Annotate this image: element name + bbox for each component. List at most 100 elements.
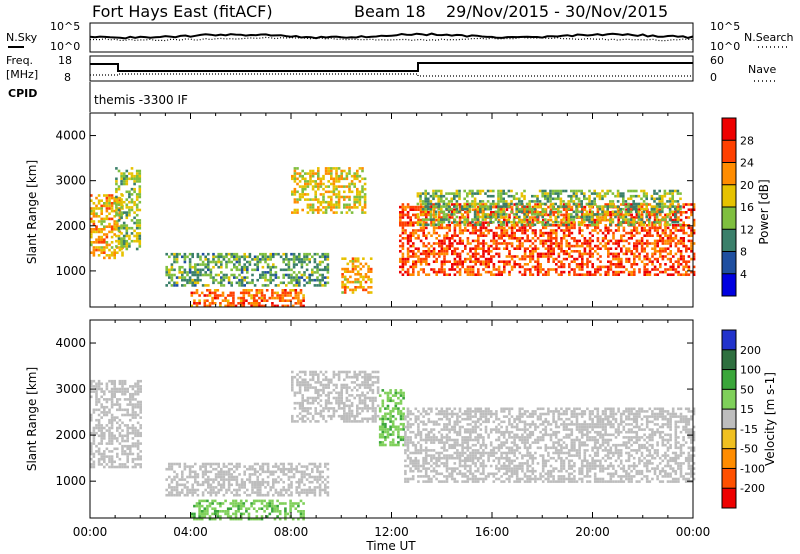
- velocity-cell: [129, 452, 132, 456]
- power-cell: [531, 205, 535, 209]
- power-cell: [335, 211, 338, 214]
- power-cell: [575, 202, 578, 206]
- power-cell: [661, 200, 664, 203]
- velocity-cell: [168, 462, 171, 466]
- power-cell: [583, 197, 586, 201]
- power-cell: [664, 270, 667, 274]
- power-cell: [638, 270, 641, 274]
- power-cell: [301, 174, 304, 178]
- velocity-cell: [209, 462, 213, 466]
- power-cell: [341, 275, 344, 279]
- velocity-cell: [194, 488, 197, 492]
- power-cell: [293, 187, 297, 191]
- power-cell: [437, 223, 440, 227]
- power-cell: [590, 205, 594, 208]
- power-cell: [523, 239, 527, 243]
- velocity-cell: [263, 499, 266, 503]
- power-cell: [653, 273, 657, 276]
- power-cell: [568, 226, 571, 230]
- power-cell: [515, 192, 518, 195]
- power-cell: [586, 252, 589, 256]
- power-cell: [266, 263, 270, 266]
- velocity-cell: [175, 462, 179, 466]
- power-cell: [507, 218, 511, 221]
- power-cell: [138, 226, 142, 230]
- power-cell: [308, 252, 311, 256]
- power-cell: [458, 255, 462, 258]
- power-cell: [648, 203, 652, 206]
- power-cell: [406, 237, 410, 240]
- power-cell: [217, 258, 220, 261]
- power-cell: [685, 216, 688, 219]
- power-cell: [677, 257, 680, 261]
- power-cell: [523, 273, 527, 276]
- power-cell: [451, 211, 454, 214]
- power-cell: [399, 250, 402, 253]
- power-cell: [196, 271, 200, 274]
- power-cell: [299, 291, 303, 295]
- velocity-cell: [134, 429, 137, 432]
- power-cell: [409, 255, 412, 258]
- power-cell: [593, 213, 596, 216]
- power-cell: [343, 270, 347, 273]
- power-cell: [682, 203, 685, 206]
- power-cell: [133, 239, 136, 243]
- power-cell: [216, 294, 220, 297]
- power-cell: [646, 270, 649, 274]
- power-cell: [635, 205, 638, 208]
- power-cell: [242, 296, 246, 300]
- power-cell: [311, 169, 315, 173]
- power-cell: [435, 257, 438, 261]
- power-cell: [523, 231, 527, 235]
- velocity-cell: [313, 486, 317, 489]
- velocity-cell: [235, 467, 239, 471]
- velocity-cell: [97, 424, 101, 427]
- velocity-cell: [103, 457, 106, 461]
- power-cell: [455, 210, 459, 214]
- power-cell: [313, 252, 317, 256]
- velocity-cell: [235, 475, 239, 479]
- power-cell: [685, 260, 688, 263]
- power-cell: [484, 192, 487, 195]
- power-cell: [337, 198, 341, 201]
- power-cell: [518, 220, 521, 224]
- power-cell: [653, 192, 656, 195]
- power-cell: [445, 218, 448, 221]
- power-cell: [406, 250, 410, 253]
- power-cell: [95, 238, 98, 241]
- velocity-cell: [97, 385, 101, 388]
- power-cell: [484, 213, 487, 216]
- velocity-cell: [239, 502, 243, 505]
- velocity-cell: [204, 480, 207, 484]
- power-cell: [547, 268, 550, 271]
- power-cell: [138, 177, 142, 181]
- power-cell: [359, 262, 363, 266]
- velocity-cell: [245, 507, 248, 510]
- power-cell: [627, 231, 631, 235]
- power-cell: [297, 291, 300, 295]
- power-cell: [427, 218, 430, 221]
- velocity-cell: [191, 493, 194, 497]
- power-cell: [518, 197, 521, 201]
- power-cell: [479, 189, 482, 193]
- power-cell: [113, 256, 116, 260]
- power-cell: [399, 221, 402, 224]
- power-cell: [565, 218, 568, 222]
- velocity-cell: [248, 480, 252, 484]
- power-cell: [284, 289, 287, 292]
- power-cell: [230, 260, 233, 264]
- power-cell: [583, 220, 586, 224]
- power-cell: [432, 218, 435, 221]
- power-cell: [469, 265, 472, 269]
- power-cell: [523, 211, 527, 214]
- power-cell: [412, 229, 415, 232]
- power-cell: [122, 242, 126, 246]
- velocity-cell: [290, 486, 293, 489]
- power-cell: [495, 268, 498, 271]
- power-cell: [165, 284, 168, 287]
- power-cell: [562, 205, 565, 208]
- power-cell: [463, 207, 466, 211]
- freq-tick-top: 18: [58, 54, 72, 67]
- power-cell: [309, 208, 312, 212]
- velocity-cell: [92, 390, 96, 393]
